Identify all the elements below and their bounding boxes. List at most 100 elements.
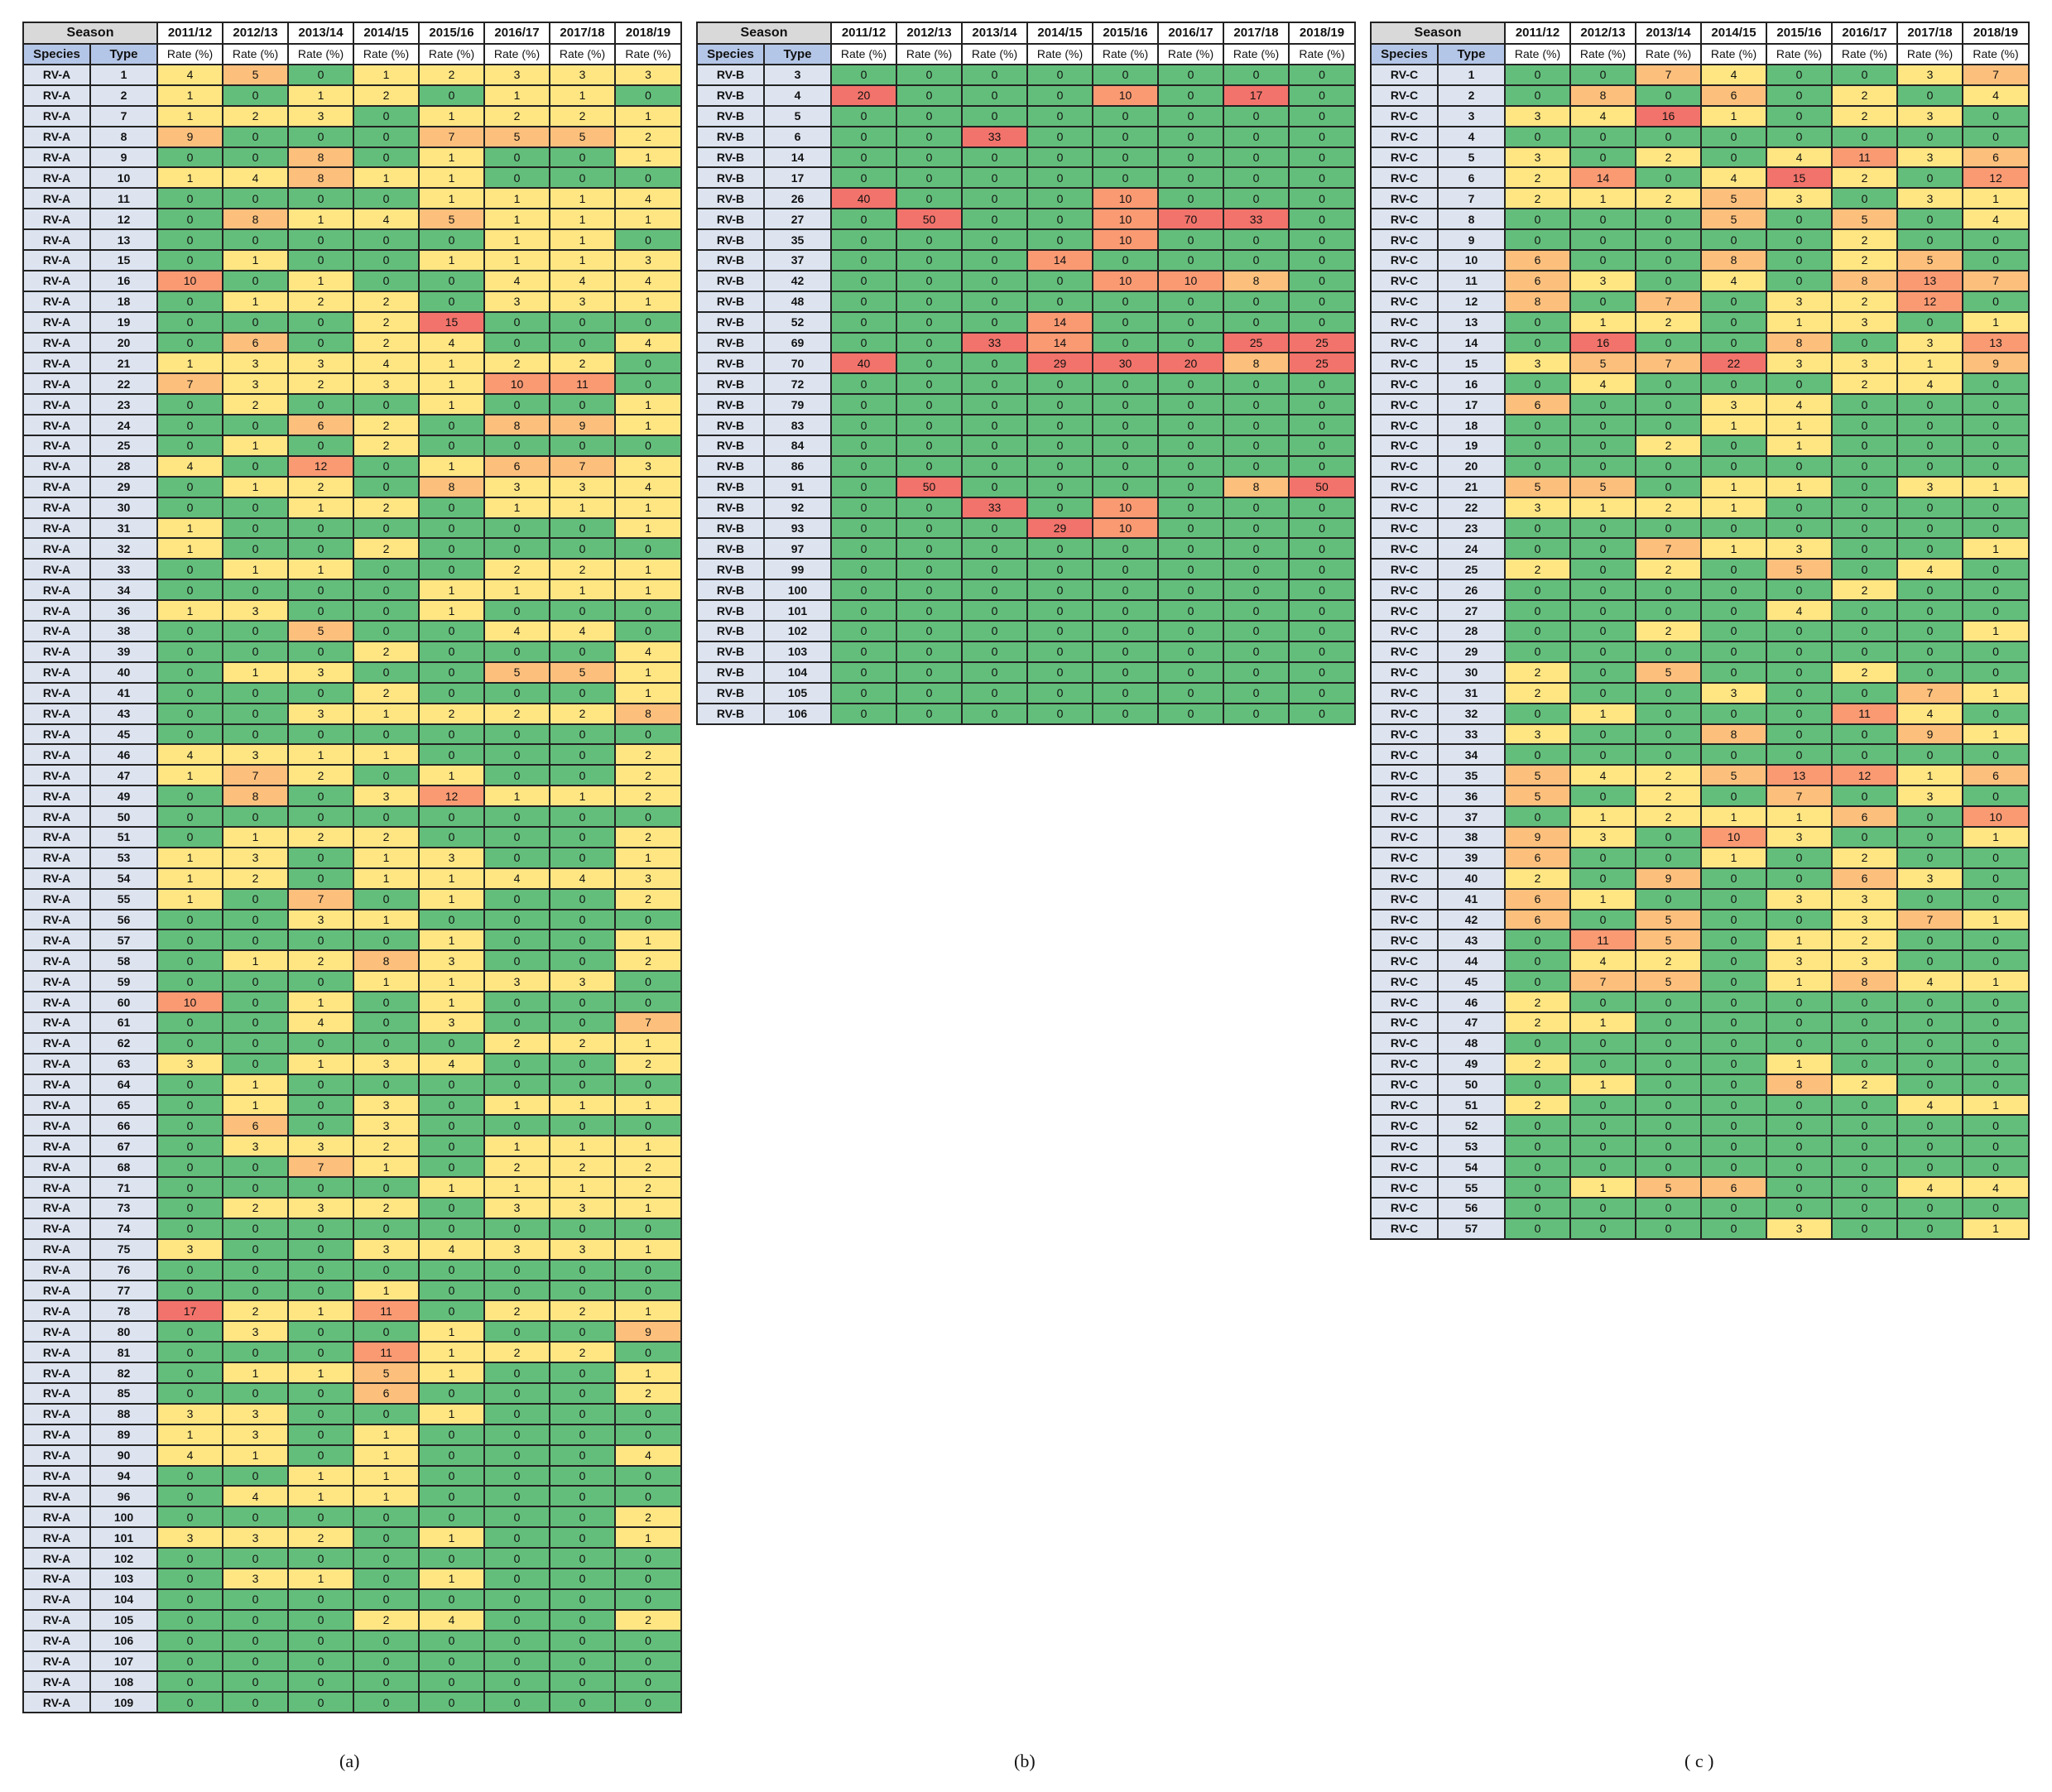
rate-cell: 8 — [1766, 1073, 1833, 1096]
rate-cell: 0 — [1092, 372, 1160, 396]
rate-cell: 0 — [1635, 723, 1703, 746]
season-year-label: 2016/17 — [483, 22, 551, 45]
rate-cell: 0 — [830, 249, 898, 271]
rate-cell: 0 — [549, 1217, 617, 1240]
rate-cell: 0 — [1026, 84, 1094, 107]
rate-cell: 2 — [222, 1196, 290, 1219]
rate-cell: 0 — [896, 414, 964, 437]
species-cell: RV-C — [1370, 785, 1439, 808]
rate-cell: 6 — [1504, 393, 1572, 416]
rate-cell: 1 — [1569, 496, 1637, 519]
rate-cell: 2 — [353, 496, 420, 519]
rate-cell: 0 — [1223, 496, 1290, 519]
rate-cell: 0 — [1223, 372, 1290, 396]
rate-cell: 0 — [1569, 125, 1637, 148]
rate-cell: 3 — [353, 1237, 420, 1261]
rate-cell: 0 — [1157, 187, 1225, 210]
rate-cell: 0 — [1962, 1135, 2030, 1158]
type-cell: 79 — [762, 393, 833, 416]
rate-cell: 15 — [418, 310, 486, 334]
rate-cell: 0 — [961, 414, 1029, 437]
rate-cell: 0 — [1831, 187, 1899, 210]
table-row: RV-B 70 40 0 0 29 30 20 8 25 — [696, 352, 1357, 375]
rate-cell: 0 — [1635, 743, 1703, 766]
rate-cell: 0 — [418, 1135, 486, 1158]
rate-cell: 0 — [156, 331, 224, 354]
species-cell: RV-B — [696, 620, 765, 642]
rate-cell: 1 — [1569, 1011, 1637, 1034]
rate-cell: 0 — [156, 1485, 224, 1508]
table-row: RV-C 49 2 0 0 0 1 0 0 0 — [1370, 1052, 2030, 1075]
rate-cell: 0 — [896, 599, 964, 622]
type-cell: 102 — [89, 1547, 159, 1570]
species-cell: RV-B — [696, 64, 765, 86]
rate-unit-label: Rate (%) — [614, 42, 683, 65]
rate-cell: 0 — [1831, 414, 1899, 437]
rate-cell: 10 — [1157, 269, 1225, 292]
type-cell: 14 — [762, 146, 833, 169]
rate-cell: 0 — [830, 702, 898, 725]
rate-cell: 0 — [1569, 640, 1637, 663]
table-row: RV-C 2 0 8 0 6 0 2 0 4 — [1370, 84, 2030, 107]
rate-cell: 3 — [483, 290, 551, 313]
rate-cell: 3 — [1504, 104, 1572, 127]
rate-cell: 0 — [614, 537, 683, 560]
rate-cell: 1 — [353, 166, 420, 190]
rate-cell: 1 — [156, 1423, 224, 1446]
season-year-label: 2013/14 — [287, 22, 355, 45]
rate-cell: 3 — [1766, 1217, 1833, 1240]
rv-a-table: Season 2011/12 2012/13 2013/14 2014/15 2015/1… — [22, 22, 683, 1714]
rate-cell: 2 — [353, 414, 420, 437]
rate-cell: 1 — [222, 435, 290, 457]
rate-cell: 3 — [1831, 887, 1899, 910]
rate-cell: 3 — [222, 1320, 290, 1343]
species-cell: RV-B — [696, 599, 765, 622]
rate-cell: 0 — [549, 1011, 617, 1034]
type-cell: 16 — [1436, 372, 1507, 396]
rate-cell: 0 — [1157, 125, 1225, 148]
species-cell: RV-B — [696, 558, 765, 581]
rate-cell: 0 — [1700, 970, 1768, 993]
rate-cell: 1 — [1700, 846, 1768, 869]
type-cell: 28 — [89, 454, 159, 478]
rate-cell: 0 — [1831, 331, 1899, 354]
rate-cell: 0 — [830, 64, 898, 86]
rate-cell: 3 — [1831, 352, 1899, 375]
rate-unit-label: Rate (%) — [1766, 42, 1833, 65]
rate-cell: 0 — [222, 1608, 290, 1631]
type-cell: 99 — [762, 558, 833, 581]
rate-cell: 1 — [222, 558, 290, 581]
table-row: RV-B 102 0 0 0 0 0 0 0 0 — [696, 620, 1357, 642]
type-cell: 77 — [89, 1279, 159, 1302]
rate-cell: 10 — [156, 991, 224, 1013]
table-row: RV-C 56 0 0 0 0 0 0 0 0 — [1370, 1196, 2030, 1219]
rate-cell: 0 — [287, 1320, 355, 1343]
rate-cell: 0 — [222, 1176, 290, 1199]
rate-cell: 0 — [1962, 785, 2030, 808]
rate-cell: 0 — [549, 991, 617, 1013]
rate-cell: 0 — [1635, 579, 1703, 602]
rate-cell: 0 — [1157, 104, 1225, 127]
rate-cell: 3 — [1700, 681, 1768, 704]
rate-cell: 0 — [156, 702, 224, 725]
rate-cell: 0 — [1223, 681, 1290, 704]
rate-cell: 0 — [1700, 1114, 1768, 1137]
rate-cell: 0 — [1288, 702, 1357, 725]
rate-cell: 0 — [1766, 64, 1833, 86]
rate-cell: 0 — [1962, 496, 2030, 519]
rate-cell: 2 — [483, 558, 551, 581]
table-row: RV-C 34 0 0 0 0 0 0 0 0 — [1370, 743, 2030, 766]
type-cell: 85 — [89, 1382, 159, 1405]
rate-cell: 0 — [483, 146, 551, 169]
table-row: RV-A 81 0 0 0 11 1 2 2 0 — [22, 1341, 683, 1364]
rate-cell: 13 — [1766, 764, 1833, 787]
rate-cell: 0 — [896, 310, 964, 334]
rate-cell: 1 — [614, 1237, 683, 1261]
rate-cell: 0 — [549, 1670, 617, 1694]
type-cell: 84 — [762, 435, 833, 457]
table-row: RV-A 68 0 0 7 1 0 2 2 2 — [22, 1155, 683, 1179]
type-cell: 17 — [1436, 393, 1507, 416]
rate-cell: 0 — [156, 1588, 224, 1611]
rate-cell: 0 — [896, 496, 964, 519]
type-cell: 39 — [1436, 846, 1507, 869]
